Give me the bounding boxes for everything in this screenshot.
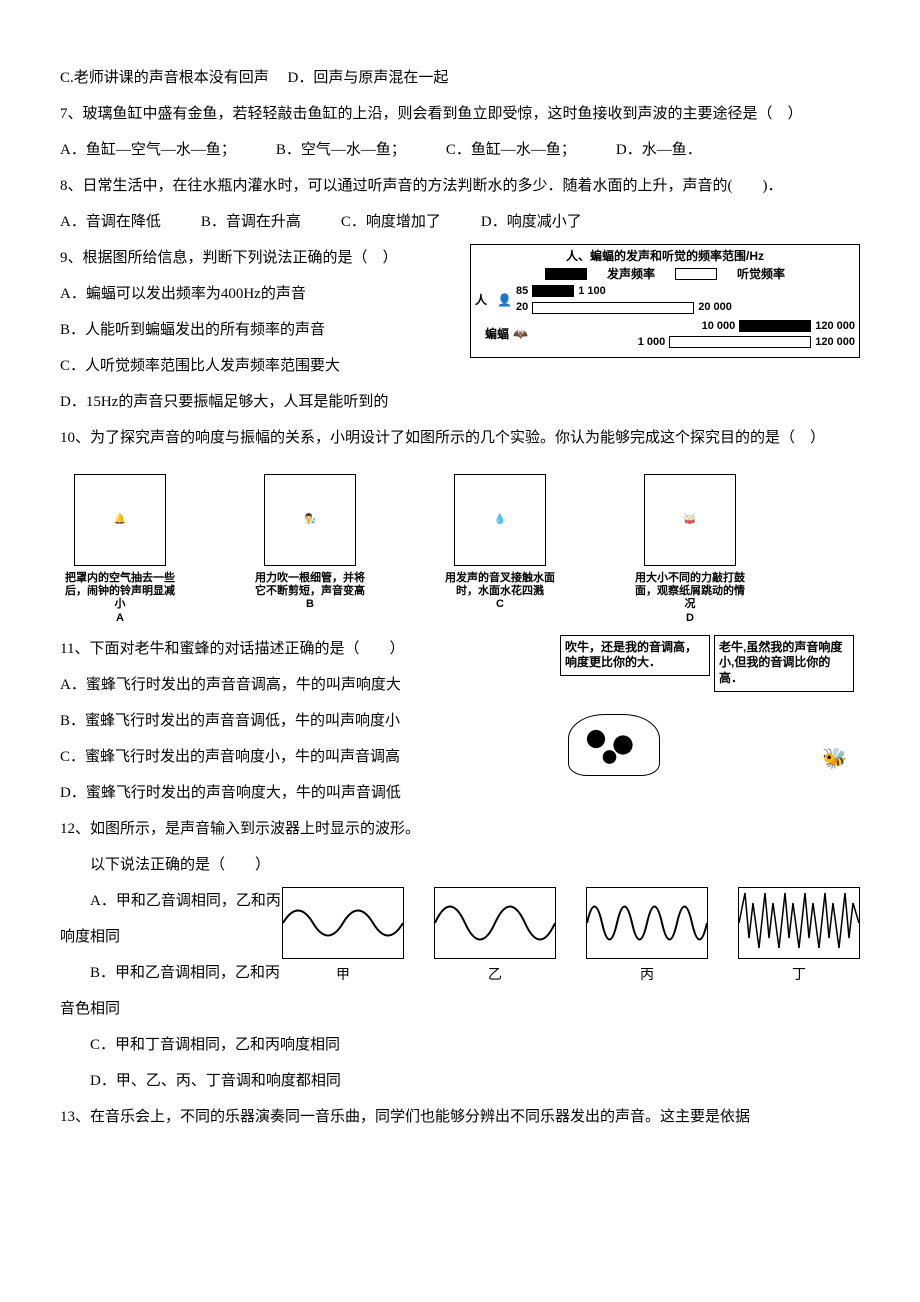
- q10-exp-b: 👨‍🔬 用力吹一根细管，并将它不断剪短，声音变高 B: [250, 474, 370, 625]
- q10-exp-c-label: C: [440, 598, 560, 611]
- human-hear-bar: [532, 302, 694, 314]
- bat-label: 蝙蝠: [475, 327, 509, 343]
- q12-opt-c: C．甲和丁音调相同，乙和丙响度相同: [60, 1027, 860, 1063]
- q7-stem: 7、玻璃鱼缸中盛有金鱼，若轻轻敲击鱼缸的上沿，则会看到鱼立即受惊，这时鱼接收到声…: [60, 96, 860, 132]
- q11-opt-d: D．蜜蜂飞行时发出的声音响度大，牛的叫声音调低: [60, 775, 860, 811]
- tuning-fork-water-icon: 💧: [454, 474, 546, 566]
- human-label: 人: [475, 293, 493, 309]
- bat-hear-high: 120 000: [815, 335, 855, 349]
- q10-stem: 10、为了探究声音的响度与振幅的关系，小明设计了如图所示的几个实验。你认为能够完…: [60, 420, 860, 456]
- wave-bing: 丙: [586, 887, 708, 993]
- q8-options: A．音调在降低 B．音调在升高 C．响度增加了 D．响度减小了: [60, 204, 860, 240]
- q7-opt-d: D．水—鱼．: [616, 132, 702, 168]
- wave-ding-label: 丁: [738, 959, 860, 993]
- bat-emit-low: 10 000: [702, 319, 736, 333]
- bat-hear-low: 1 000: [638, 335, 666, 349]
- q13-stem: 13、在音乐会上，不同的乐器演奏同一音乐曲，同学们也能够分辨出不同乐器发出的声音…: [60, 1099, 860, 1135]
- bee-speech-bubble: 吹牛，还是我的音调高，响度更比你的大．: [560, 635, 710, 676]
- q10-exp-d: 🥁 用大小不同的力敲打鼓面，观察纸屑跳动的情况 D: [630, 474, 750, 625]
- bat-hear-bar: [669, 336, 811, 348]
- q9-frequency-figure: 人、蝙蝠的发声和听觉的频率范围/Hz 发声频率 听觉频率 人 👤 85 1 10…: [470, 244, 860, 358]
- q9-fig-title: 人、蝙蝠的发声和听觉的频率范围/Hz: [475, 249, 855, 265]
- q6-opt-d: D．回声与原声混在一起: [288, 70, 449, 86]
- human-hear-low: 20: [516, 300, 528, 314]
- q10-exp-c-caption: 用发声的音叉接触水面时，水面水花四溅: [440, 572, 560, 598]
- q10-exp-a-caption: 把罩内的空气抽去一些后，闹钟的铃声明显减小: [60, 572, 180, 612]
- wave-bing-label: 丙: [586, 959, 708, 993]
- q10-exp-b-label: B: [250, 598, 370, 611]
- q12-opt-d: D．甲、乙、丙、丁音调和响度都相同: [60, 1063, 860, 1099]
- q9-opt-d: D．15Hz的声音只要振幅足够大，人耳是能听到的: [60, 384, 860, 420]
- bat-icon: 🦇: [513, 327, 528, 343]
- human-hear-high: 20 000: [698, 300, 732, 314]
- q8-stem: 8、日常生活中，在往水瓶内灌水时，可以通过听声音的方法判断水的多少．随着水面的上…: [60, 168, 860, 204]
- q10-exp-a-label: A: [60, 612, 180, 625]
- q10-exp-d-label: D: [630, 612, 750, 625]
- q10-exp-b-caption: 用力吹一根细管，并将它不断剪短，声音变高: [250, 572, 370, 598]
- q6-options: C.老师讲课的声音根本没有回声 D．回声与原声混在一起: [60, 60, 860, 96]
- q7-options: A．鱼缸—空气—水—鱼； B．空气—水—鱼； C．鱼缸—水—鱼； D．水—鱼．: [60, 132, 860, 168]
- wave-yi: 乙: [434, 887, 556, 993]
- q10-exp-a: 🔔 把罩内的空气抽去一些后，闹钟的铃声明显减小 A: [60, 474, 180, 625]
- q12-waveforms: 甲 乙 丙 丁: [282, 887, 860, 993]
- human-emit-bar: [532, 285, 574, 297]
- legend-emit-swatch: [545, 268, 587, 280]
- legend-emit-label: 发声频率: [607, 267, 655, 283]
- bell-jar-icon: 🔔: [74, 474, 166, 566]
- q8-opt-a: A．音调在降低: [60, 204, 161, 240]
- q8-opt-b: B．音调在升高: [201, 204, 301, 240]
- q12-stem1: 12、如图所示，是声音输入到示波器上时显示的波形。: [60, 811, 860, 847]
- q7-opt-a: A．鱼缸—空气—水—鱼；: [60, 132, 236, 168]
- legend-hear-label: 听觉频率: [737, 267, 785, 283]
- wave-jia: 甲: [282, 887, 404, 993]
- q10-experiments: 🔔 把罩内的空气抽去一些后，闹钟的铃声明显减小 A 👨‍🔬 用力吹一根细管，并将…: [60, 474, 860, 625]
- wave-jia-label: 甲: [282, 959, 404, 993]
- human-head-icon: 👤: [497, 293, 512, 309]
- cow-icon: [568, 714, 660, 776]
- cow-speech-bubble: 老牛,虽然我的声音响度小,但我的音调比你的高．: [714, 635, 854, 692]
- wave-ding: 丁: [738, 887, 860, 993]
- q11-cow-bee-figure: 吹牛，还是我的音调高，响度更比你的大． 老牛,虽然我的声音响度小,但我的音调比你…: [560, 635, 860, 776]
- legend-hear-swatch: [675, 268, 717, 280]
- q7-opt-c: C．鱼缸—水—鱼；: [446, 132, 576, 168]
- blow-tube-icon: 👨‍🔬: [264, 474, 356, 566]
- q6-opt-c: C.老师讲课的声音根本没有回声: [60, 70, 269, 86]
- human-emit-high: 1 100: [578, 284, 606, 298]
- wave-yi-label: 乙: [434, 959, 556, 993]
- q8-opt-d: D．响度减小了: [481, 204, 582, 240]
- q12-stem2: 以下说法正确的是（ ）: [60, 847, 860, 883]
- q10-exp-d-caption: 用大小不同的力敲打鼓面，观察纸屑跳动的情况: [630, 572, 750, 612]
- q10-exp-c: 💧 用发声的音叉接触水面时，水面水花四溅 C: [440, 474, 560, 625]
- q7-opt-b: B．空气—水—鱼；: [276, 132, 406, 168]
- bat-emit-bar: [739, 320, 811, 332]
- q8-opt-c: C．响度增加了: [341, 204, 441, 240]
- drum-hit-icon: 🥁: [644, 474, 736, 566]
- bee-icon: 🐝: [822, 746, 852, 776]
- bat-emit-high: 120 000: [815, 319, 855, 333]
- human-emit-low: 85: [516, 284, 528, 298]
